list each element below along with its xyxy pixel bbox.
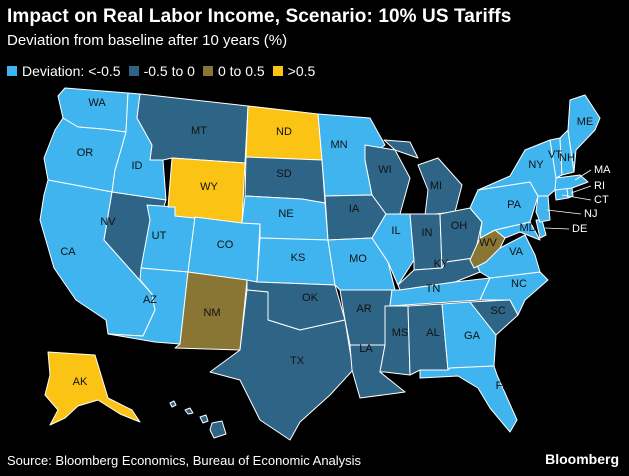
state-label-pa: PA — [507, 199, 522, 211]
legend-item-gt-0-5: >0.5 — [272, 63, 316, 79]
state-label-sd: SD — [276, 168, 291, 180]
state-label-al: AL — [426, 327, 439, 339]
state-label-ms: MS — [392, 327, 409, 339]
state-label-sc: SC — [490, 305, 505, 317]
state-label-ca: CA — [60, 246, 76, 258]
state-label-md: MD — [519, 222, 536, 234]
state-label-fl: FL — [496, 380, 509, 392]
leader-line-ri — [570, 185, 592, 194]
state-label-wa: WA — [88, 97, 106, 109]
leader-line-nj — [546, 209, 582, 215]
legend-label-neg-0-5-to-0: -0.5 to 0 — [143, 63, 195, 79]
state-label-ct: CT — [594, 194, 609, 206]
state-ms — [379, 305, 411, 376]
state-label-mi: MI — [430, 180, 442, 192]
state-label-nd: ND — [276, 126, 292, 138]
state-label-ne: NE — [278, 208, 293, 220]
state-ak — [44, 351, 141, 426]
legend-item-lt-neg-0-5: Deviation: <-0.5 — [7, 63, 121, 79]
state-label-nv: NV — [100, 216, 116, 228]
legend-swatch-neg-0-5-to-0 — [128, 66, 139, 76]
legend-label-0-to-0-5: 0 to 0.5 — [217, 63, 265, 79]
state-label-la: LA — [359, 343, 373, 355]
state-label-ak: AK — [73, 376, 88, 388]
legend-swatch-lt-neg-0-5 — [7, 66, 17, 76]
legend-swatch-gt-0-5 — [272, 66, 283, 76]
state-fl — [419, 365, 518, 433]
state-label-ma: MA — [594, 164, 611, 176]
state-label-ut: UT — [152, 230, 167, 242]
state-label-ny: NY — [528, 159, 544, 171]
chart-title: Impact on Real Labor Income, Scenario: 1… — [7, 6, 512, 27]
state-label-ok: OK — [302, 292, 319, 304]
state-label-nm: NM — [203, 307, 220, 319]
state-ma — [554, 174, 589, 191]
state-label-me: ME — [577, 116, 594, 128]
state-label-az: AZ — [143, 294, 157, 306]
state-label-nh: NH — [559, 152, 575, 164]
state-al — [407, 303, 449, 376]
state-label-wy: WY — [200, 181, 218, 193]
state-label-mn: MN — [330, 139, 347, 151]
state-label-co: CO — [217, 239, 234, 251]
legend-item-0-to-0-5: 0 to 0.5 — [202, 63, 265, 79]
state-label-in: IN — [422, 227, 433, 239]
state-va — [473, 234, 541, 279]
state-label-tx: TX — [290, 355, 305, 367]
legend-swatch-0-to-0-5 — [202, 66, 213, 76]
chart-subtitle: Deviation from baseline after 10 years (… — [7, 32, 288, 49]
leader-line-ma — [574, 169, 592, 181]
legend-label-gt-0-5: >0.5 — [287, 63, 316, 79]
state-label-id: ID — [132, 160, 143, 172]
state-label-va: VA — [509, 246, 524, 258]
legend: Deviation: <-0.5 -0.5 to 0 0 to 0.5 >0.5 — [7, 63, 323, 79]
source-note: Source: Bloomberg Economics, Bureau of E… — [7, 453, 362, 468]
us-map: WA OR CA ID NV UT AZ MT WY CO NM ND SD NE KS OK TX MN IA MO… — [39, 87, 611, 441]
state-label-wv: WV — [479, 237, 497, 249]
state-wy — [167, 157, 246, 224]
state-label-ky: KY — [434, 258, 449, 270]
state-label-ga: GA — [464, 330, 481, 342]
state-nj — [535, 195, 551, 223]
legend-label-lt-neg-0-5: <-0.5 — [88, 63, 121, 79]
state-label-oh: OH — [451, 220, 468, 232]
bloomberg-logo: Bloomberg — [545, 451, 619, 467]
state-label-or: OR — [77, 147, 94, 159]
state-label-ia: IA — [349, 203, 360, 215]
state-label-vt: VT — [548, 149, 562, 161]
state-sd — [244, 156, 326, 204]
state-label-wi: WI — [378, 164, 391, 176]
leader-line-de — [544, 227, 570, 230]
state-tx — [209, 289, 354, 441]
state-label-ri: RI — [594, 180, 605, 192]
state-label-mo: MO — [349, 253, 367, 265]
leader-line-ct — [561, 194, 592, 201]
state-nm — [174, 271, 248, 351]
state-label-ar: AR — [356, 303, 371, 315]
state-label-ks: KS — [291, 252, 306, 264]
state-label-mt: MT — [191, 125, 207, 137]
state-label-de: DE — [572, 223, 587, 235]
state-label-nc: NC — [511, 278, 527, 290]
legend-item-neg-0-5-to-0: -0.5 to 0 — [128, 63, 195, 79]
legend-prefix: Deviation: — [22, 63, 85, 79]
state-label-tn: TN — [426, 283, 441, 295]
state-me — [567, 94, 601, 173]
state-label-il: IL — [391, 225, 400, 237]
state-hi — [169, 400, 227, 439]
state-label-nj: NJ — [584, 208, 597, 220]
